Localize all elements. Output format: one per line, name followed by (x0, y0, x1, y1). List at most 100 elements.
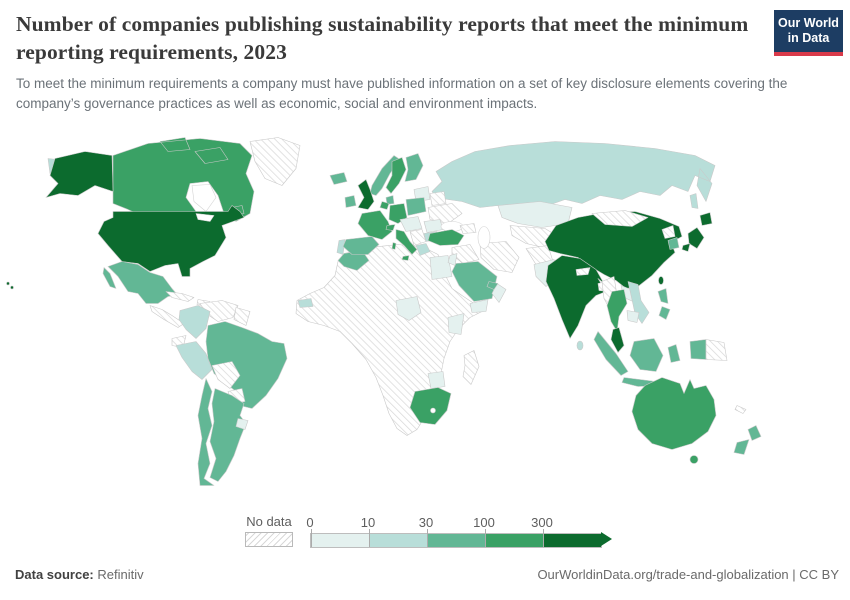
country-australia[interactable] (631, 377, 717, 450)
country-australia-tasmania[interactable] (689, 455, 699, 464)
country-argentina[interactable] (209, 388, 247, 482)
country-united-states-hawaii[interactable] (10, 285, 14, 290)
region-czechia-austria-hungary[interactable] (399, 216, 423, 232)
owid-logo: Our World in Data (774, 10, 843, 56)
country-brazil[interactable] (205, 321, 288, 409)
legend-tickline (427, 529, 428, 547)
country-uruguay[interactable] (235, 418, 249, 430)
legend-no-data-swatch[interactable] (245, 532, 293, 547)
country-united-states[interactable] (97, 205, 245, 277)
country-united-states-hawaii[interactable] (6, 281, 10, 286)
country-belarus[interactable] (429, 191, 447, 206)
legend-tick-300: 300 (531, 515, 553, 530)
region-guyanas[interactable] (233, 307, 251, 326)
country-cambodia[interactable] (626, 310, 640, 323)
country-sweden[interactable] (385, 157, 407, 194)
country-south-africa[interactable] (409, 387, 452, 425)
country-thailand[interactable] (606, 289, 628, 332)
country-portugal[interactable] (336, 239, 346, 255)
country-chile[interactable] (197, 378, 215, 486)
country-italy[interactable] (391, 229, 418, 261)
country-cuba[interactable] (165, 291, 195, 302)
country-canada[interactable] (112, 137, 255, 222)
owid-logo-line2: in Data (787, 31, 830, 45)
legend-tick-100: 100 (473, 515, 495, 530)
country-finland[interactable] (404, 153, 424, 182)
country-iran[interactable] (479, 241, 520, 273)
country-romania[interactable] (423, 219, 444, 233)
country-madagascar[interactable] (462, 350, 480, 385)
country-nepal[interactable] (575, 267, 591, 276)
country-new-zealand[interactable] (733, 425, 762, 455)
legend-bin-swatch[interactable] (485, 534, 543, 547)
country-south-korea[interactable] (667, 237, 680, 250)
hudson-bay (191, 184, 217, 212)
country-greece[interactable] (415, 243, 431, 256)
country-greenland[interactable] (249, 137, 301, 186)
country-france[interactable] (357, 210, 393, 240)
country-united-kingdom[interactable] (357, 179, 375, 210)
country-netherlands[interactable] (379, 201, 390, 210)
country-egypt[interactable] (429, 255, 453, 280)
country-mexico[interactable] (102, 261, 179, 304)
legend-color-bar (310, 529, 602, 548)
country-lesotho[interactable] (430, 407, 436, 414)
country-ireland[interactable] (344, 195, 357, 208)
country-sri-lanka[interactable] (576, 340, 584, 351)
territory-new-caledonia[interactable] (734, 405, 747, 414)
country-nigeria[interactable] (395, 296, 422, 321)
legend-tickline (485, 529, 486, 547)
data-source-value: Refinitiv (97, 567, 144, 582)
legend-tick-10: 10 (360, 515, 376, 530)
country-vietnam[interactable] (627, 281, 650, 324)
legend-arrow (601, 532, 612, 546)
legend-bin-swatch[interactable] (543, 534, 601, 547)
country-saudi-arabia[interactable] (451, 261, 498, 302)
world-map (0, 132, 850, 510)
owid-logo-line1: Our World (778, 15, 839, 30)
chart-title: Number of companies publishing sustainab… (16, 12, 749, 65)
country-denmark[interactable] (385, 195, 395, 205)
legend-tick-30: 30 (418, 515, 434, 530)
legend-tickline (369, 529, 370, 547)
country-ukraine[interactable] (427, 203, 463, 224)
region-central-america[interactable] (149, 305, 185, 328)
country-peru[interactable] (175, 341, 213, 380)
country-philippines[interactable] (657, 288, 671, 320)
country-uae[interactable] (486, 281, 499, 290)
country-baltics[interactable] (413, 186, 431, 202)
legend-bin-swatch[interactable] (427, 534, 485, 547)
region-syria-iraq[interactable] (451, 244, 480, 264)
license-link[interactable]: OurWorldinData.org/trade-and-globalizati… (537, 567, 839, 582)
country-senegal[interactable] (297, 298, 314, 308)
legend-bin-swatch[interactable] (369, 534, 427, 547)
data-source-label: Data source: (15, 567, 94, 582)
region-caucasus[interactable] (459, 223, 477, 234)
country-yemen[interactable] (469, 299, 489, 313)
country-spain[interactable] (342, 236, 380, 255)
legend-bin-swatch[interactable] (311, 534, 369, 547)
chart-subtitle: To meet the minimum requirements a compa… (16, 75, 788, 111)
country-papua-new-guinea[interactable] (705, 339, 728, 361)
country-iceland[interactable] (329, 172, 348, 185)
country-mongolia[interactable] (591, 210, 649, 227)
country-colombia[interactable] (178, 305, 211, 339)
country-north-korea[interactable] (661, 225, 676, 239)
country-poland[interactable] (405, 197, 427, 216)
country-zimbabwe[interactable] (427, 371, 446, 389)
country-turkey[interactable] (427, 229, 465, 246)
country-bolivia[interactable] (211, 361, 241, 389)
country-oman[interactable] (491, 283, 507, 303)
country-kenya[interactable] (447, 313, 465, 335)
great-lakes (195, 213, 215, 222)
country-kazakhstan[interactable] (497, 201, 573, 228)
country-malaysia[interactable] (610, 327, 625, 353)
country-india[interactable] (545, 255, 607, 339)
country-japan[interactable] (681, 212, 713, 252)
country-taiwan[interactable] (658, 276, 664, 285)
country-russia[interactable] (47, 141, 716, 210)
country-united-states-alaska[interactable] (45, 151, 114, 198)
country-switzerland[interactable] (385, 224, 396, 231)
data-source-line: Data source: Refinitiv (15, 567, 144, 582)
region-balkans[interactable] (409, 229, 427, 246)
